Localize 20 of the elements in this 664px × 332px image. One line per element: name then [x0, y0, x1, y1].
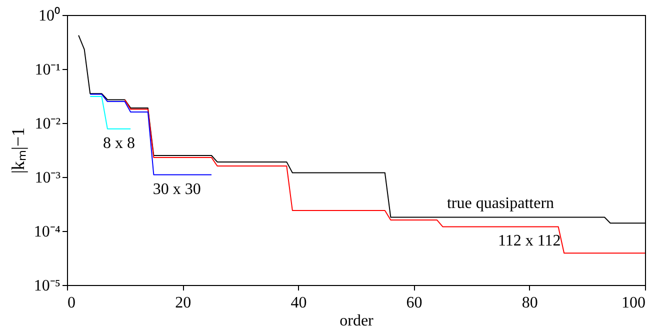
annotation: 112 x 112: [498, 232, 561, 250]
x-tick-label: 100: [622, 294, 646, 312]
line-series: [90, 94, 212, 176]
y-tick-label: 10⁻²: [34, 116, 61, 132]
x-tick-label: 0: [68, 294, 76, 312]
x-axis-title: order: [340, 312, 374, 330]
y-tick-label: 10⁻⁵: [34, 278, 60, 294]
y-tick-label: 10⁰: [38, 6, 60, 24]
annotation: true quasipattern: [446, 195, 554, 212]
annotation: 30 x 30: [152, 180, 201, 198]
line-series: [124, 99, 646, 254]
y-tick-label: 10⁻⁴: [34, 224, 61, 240]
annotation: 8 x 8: [103, 134, 136, 152]
x-tick-label: 20: [175, 294, 192, 312]
y-tick-label: 10⁻¹: [34, 62, 61, 78]
x-tick-label: 40: [290, 294, 307, 312]
x-tick-label: 80: [522, 294, 538, 312]
y-axis-title: |kₘ|−1: [8, 127, 28, 174]
y-tick-label: 10⁻³: [34, 170, 61, 186]
x-tick-label: 60: [406, 294, 422, 312]
